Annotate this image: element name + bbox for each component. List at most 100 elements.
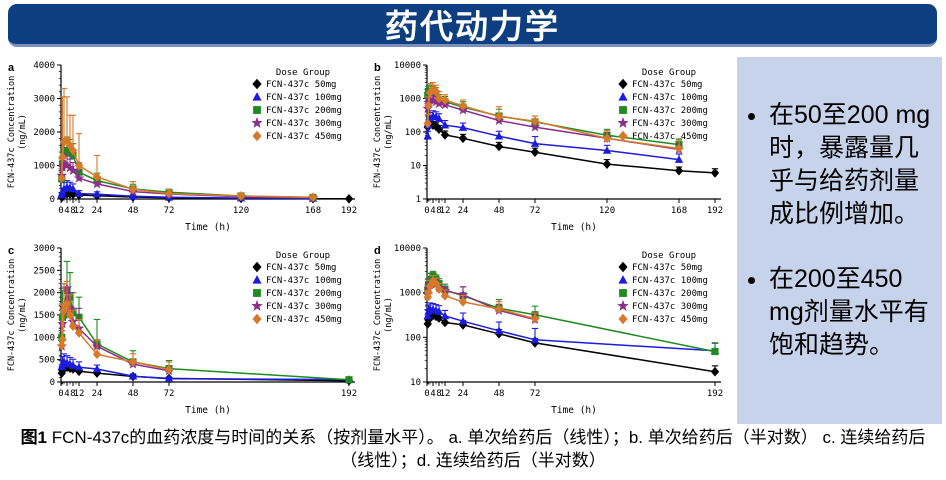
svg-text:FCN-437c Concentration: FCN-437c Concentration [7, 76, 17, 189]
svg-text:72: 72 [530, 206, 541, 216]
svg-text:24: 24 [92, 206, 103, 216]
svg-text:192: 192 [707, 389, 723, 399]
svg-text:0: 0 [424, 389, 429, 399]
svg-text:0: 0 [58, 206, 63, 216]
bullet-text: 在50至200 mg时，暴露量几乎与给药剂量成比例增加。 [769, 101, 931, 228]
svg-text:3000: 3000 [33, 95, 55, 105]
svg-text:3000: 3000 [33, 244, 55, 254]
svg-text:b: b [374, 62, 381, 74]
svg-text:12: 12 [440, 389, 451, 399]
svg-text:0: 0 [58, 389, 63, 399]
svg-text:4000: 4000 [33, 61, 55, 71]
svg-text:FCN-437c 450mg: FCN-437c 450mg [266, 315, 342, 325]
svg-text:Dose Group: Dose Group [642, 68, 696, 78]
svg-text:0: 0 [50, 195, 55, 205]
svg-text:0: 0 [50, 378, 55, 388]
svg-text:FCN-437c 300mg: FCN-437c 300mg [632, 119, 708, 129]
svg-text:FCN-437c 200mg: FCN-437c 200mg [632, 106, 708, 116]
svg-text:FCN-437c 300mg: FCN-437c 300mg [266, 302, 342, 312]
chart-panel-c: c 0 500 1000 1500 2000 2500 3000 0 4 8 12 24 48 72 192 T… [1, 236, 367, 420]
svg-text:FCN-437c 300mg: FCN-437c 300mg [632, 302, 708, 312]
svg-text:10: 10 [410, 378, 421, 388]
svg-text:Time (h): Time (h) [185, 222, 231, 233]
svg-text:4: 4 [430, 389, 435, 399]
svg-text:72: 72 [530, 389, 541, 399]
svg-text:(ng/mL): (ng/mL) [18, 114, 28, 150]
notes-list: 在50至200 mg时，暴露量几乎与给药剂量成比例增加。 在200至450 mg… [743, 99, 934, 362]
svg-text:FCN-437c 200mg: FCN-437c 200mg [266, 106, 342, 116]
svg-text:8: 8 [70, 389, 75, 399]
svg-text:8: 8 [70, 206, 75, 216]
svg-text:FCN-437c 200mg: FCN-437c 200mg [266, 289, 342, 299]
svg-text:168: 168 [305, 206, 321, 216]
svg-text:1: 1 [416, 195, 421, 205]
notes-panel: 在50至200 mg时，暴露量几乎与给药剂量成比例增加。 在200至450 mg… [737, 57, 942, 424]
svg-text:Time (h): Time (h) [551, 222, 597, 233]
svg-text:192: 192 [341, 206, 357, 216]
svg-text:(ng/mL): (ng/mL) [384, 297, 394, 333]
svg-text:24: 24 [92, 389, 103, 399]
svg-text:FCN-437c Concentration: FCN-437c Concentration [373, 259, 383, 372]
svg-text:c: c [8, 245, 14, 257]
svg-text:10000: 10000 [394, 244, 421, 254]
figure-caption: 图1 FCN-437c的血药浓度与时间的关系（按剂量水平）。 a. 单次给药后（… [0, 427, 946, 473]
svg-text:4: 4 [64, 389, 69, 399]
svg-text:FCN-437c 300mg: FCN-437c 300mg [266, 119, 342, 129]
svg-text:4: 4 [430, 206, 435, 216]
svg-text:FCN-437c Concentration: FCN-437c Concentration [373, 76, 383, 189]
svg-text:48: 48 [128, 206, 139, 216]
svg-text:1000: 1000 [33, 162, 55, 172]
svg-text:10000: 10000 [394, 61, 421, 71]
svg-text:24: 24 [458, 389, 469, 399]
svg-text:0: 0 [424, 206, 429, 216]
svg-text:168: 168 [671, 206, 687, 216]
svg-text:2500: 2500 [33, 266, 55, 276]
svg-text:2000: 2000 [33, 128, 55, 138]
svg-text:4: 4 [64, 206, 69, 216]
svg-text:FCN-437c 50mg: FCN-437c 50mg [632, 263, 702, 273]
page-title: 药代动力学 [385, 8, 560, 45]
svg-text:Time (h): Time (h) [551, 405, 597, 416]
caption-text: FCN-437c的血药浓度与时间的关系（按剂量水平）。 a. 单次给药后（线性）… [47, 428, 926, 470]
svg-text:1000: 1000 [399, 289, 421, 299]
svg-text:12: 12 [74, 389, 85, 399]
svg-text:8: 8 [436, 389, 441, 399]
svg-text:1000: 1000 [33, 333, 55, 343]
svg-text:48: 48 [128, 389, 139, 399]
svg-text:10: 10 [410, 162, 421, 172]
svg-text:FCN-437c 450mg: FCN-437c 450mg [632, 315, 708, 325]
svg-text:FCN-437c 50mg: FCN-437c 50mg [632, 80, 702, 90]
svg-text:(ng/mL): (ng/mL) [18, 297, 28, 333]
svg-text:72: 72 [164, 206, 175, 216]
svg-text:120: 120 [233, 206, 249, 216]
chart-panel-a: a 0 1000 2000 3000 4000 0 4 8 12 24 48 72 120 168 192 Ti… [1, 53, 367, 237]
svg-text:Dose Group: Dose Group [276, 251, 330, 261]
svg-text:FCN-437c 100mg: FCN-437c 100mg [632, 93, 708, 103]
svg-text:500: 500 [39, 356, 55, 366]
svg-text:a: a [8, 62, 15, 74]
svg-text:Time (h): Time (h) [185, 405, 231, 416]
svg-text:72: 72 [164, 389, 175, 399]
svg-text:48: 48 [494, 389, 505, 399]
svg-text:FCN-437c 200mg: FCN-437c 200mg [632, 289, 708, 299]
svg-text:FCN-437c 100mg: FCN-437c 100mg [266, 93, 342, 103]
svg-text:12: 12 [440, 206, 451, 216]
caption-label: 图1 [20, 428, 48, 447]
svg-text:120: 120 [599, 206, 615, 216]
svg-text:12: 12 [74, 206, 85, 216]
svg-text:1500: 1500 [33, 311, 55, 321]
svg-text:FCN-437c 50mg: FCN-437c 50mg [266, 263, 336, 273]
chart-panel-d: d 10 100 1000 10000 0 4 8 12 24 48 72 192 Time (h) FCN… [367, 236, 733, 420]
chart-panel-b: b 1 10 100 1000 10000 0 4 8 12 24 48 72 120 168 192 Time… [367, 53, 733, 237]
svg-text:FCN-437c 100mg: FCN-437c 100mg [632, 276, 708, 286]
svg-text:1000: 1000 [399, 95, 421, 105]
svg-text:192: 192 [707, 206, 723, 216]
svg-text:d: d [374, 245, 381, 257]
svg-text:FCN-437c 50mg: FCN-437c 50mg [266, 80, 336, 90]
svg-text:48: 48 [494, 206, 505, 216]
svg-text:Dose Group: Dose Group [642, 251, 696, 261]
svg-text:Dose Group: Dose Group [276, 68, 330, 78]
